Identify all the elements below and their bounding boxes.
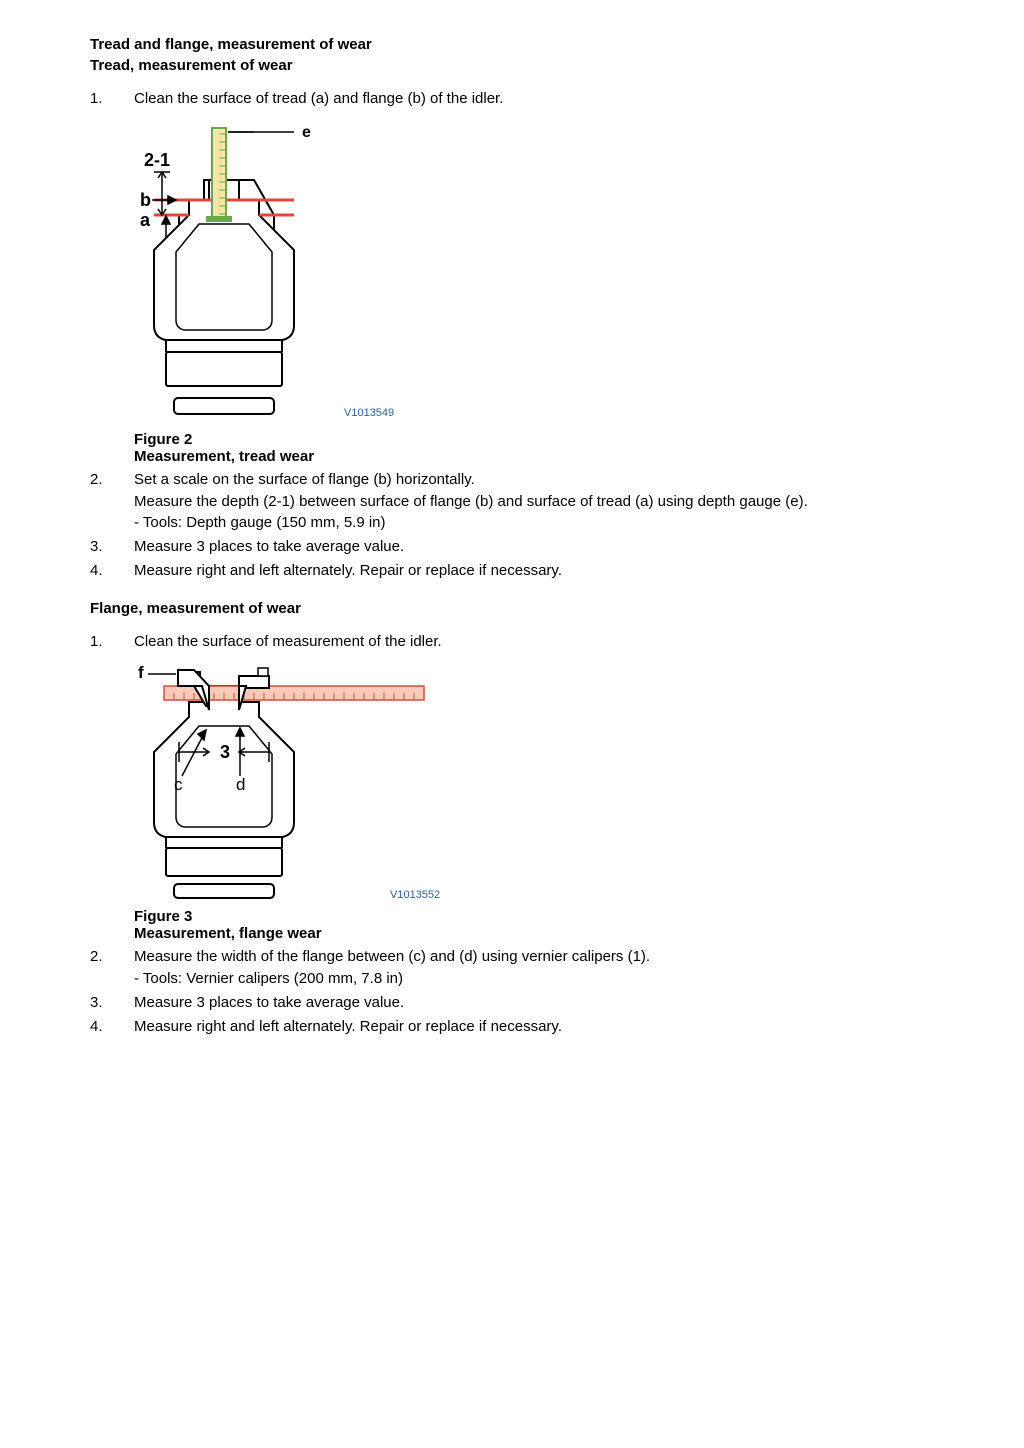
step-text: Measure 3 places to take average value.	[134, 992, 934, 1014]
step-text: Measure 3 places to take average value.	[134, 536, 934, 558]
label-2-1: 2-1	[144, 150, 170, 170]
figure-3-label: Figure 3	[134, 908, 934, 925]
section1-step1-list: 1. Clean the surface of tread (a) and fl…	[90, 88, 934, 110]
figure-2-caption: Measurement, tread wear	[134, 448, 934, 465]
label-e: e	[302, 124, 311, 141]
step-text: - Tools: Vernier calipers (200 mm, 7.8 i…	[134, 970, 403, 987]
label-a: a	[140, 210, 151, 230]
section2-heading: Flange, measurement of wear	[90, 600, 934, 617]
step-number: 3.	[90, 992, 134, 1014]
label-c: c	[174, 775, 183, 794]
step-number: 2.	[90, 946, 134, 990]
step-text: Clean the surface of measurement of the …	[134, 631, 934, 653]
step-text: Measure right and left alternately. Repa…	[134, 1016, 934, 1038]
step-text: Measure the width of the flange between …	[134, 948, 650, 965]
step-text: Clean the surface of tread (a) and flang…	[134, 88, 934, 110]
step-number: 4.	[90, 560, 134, 582]
figure-3-idcode: V1013552	[390, 889, 440, 901]
page-title: Tread and flange, measurement of wear	[90, 36, 934, 53]
step-text: Measure the depth (2-1) between surface …	[134, 493, 808, 510]
step-text: - Tools: Depth gauge (150 mm, 5.9 in)	[134, 514, 386, 531]
section2-step1-list: 1. Clean the surface of measurement of t…	[90, 631, 934, 653]
label-d: d	[236, 775, 245, 794]
step-number: 1.	[90, 631, 134, 653]
label-f: f	[138, 663, 144, 682]
figure-2-label: Figure 2	[134, 431, 934, 448]
figure-3-svg: 3 c d f V1013552	[134, 662, 514, 902]
step-text: Set a scale on the surface of flange (b)…	[134, 471, 475, 488]
section2-steps-rest: 2. Measure the width of the flange betwe…	[90, 946, 934, 1037]
figure-2-svg: e 2-1 b a	[134, 120, 514, 425]
step-number: 1.	[90, 88, 134, 110]
label-b: b	[140, 190, 151, 210]
figure-3: 3 c d f V1013552 Figure 3 Measurement, f…	[134, 662, 934, 942]
section1-heading: Tread, measurement of wear	[90, 57, 934, 74]
step-number: 2.	[90, 469, 134, 534]
figure-3-caption: Measurement, flange wear	[134, 925, 934, 942]
figure-2: e 2-1 b a	[134, 120, 934, 465]
label-dim3: 3	[220, 742, 230, 762]
step-text: Measure right and left alternately. Repa…	[134, 560, 934, 582]
step-number: 3.	[90, 536, 134, 558]
figure-2-idcode: V1013549	[344, 407, 394, 419]
section1-steps-rest: 2. Set a scale on the surface of flange …	[90, 469, 934, 582]
step-number: 4.	[90, 1016, 134, 1038]
